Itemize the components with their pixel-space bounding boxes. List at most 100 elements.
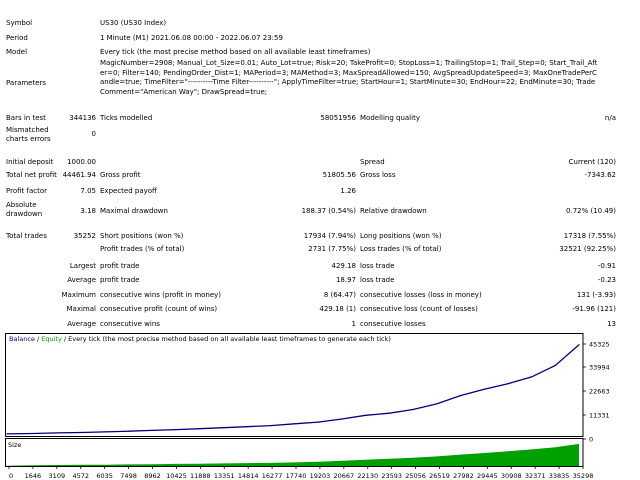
proftrades-row: Profit trades (% of total) 2731 (7.75%) …	[0, 243, 640, 255]
avgcons-wins-value: 1	[351, 320, 356, 328]
x-tick-label-10: 14814	[238, 472, 259, 480]
maxdd-label: Maximal drawdown	[100, 207, 168, 215]
legend-part-1: /	[35, 335, 41, 343]
netprofit-value: 44461.94	[62, 171, 96, 179]
reldd-value: 0.72% (10.49)	[566, 207, 616, 215]
symbol-value: US30 (US30 Index)	[100, 19, 167, 27]
parameters-value: MagicNumber=2908; Manual_Lot_Size=0.01; …	[100, 59, 598, 96]
y-axis-ticks: 45325 33994 22663 11331 0	[583, 341, 610, 444]
drawdown-row: 3.18 Maximal drawdown 188.37 (0.54%) Rel…	[0, 205, 640, 217]
netprofit-label: Total net profit	[6, 171, 57, 179]
x-tick-label-20: 29445	[477, 472, 498, 480]
pf-value: 7.05	[80, 187, 96, 195]
ticks-label: Ticks modelled	[100, 114, 153, 122]
maxlcons-wins-value: 429.18 (1)	[319, 305, 356, 313]
grossprofit-label: Gross profit	[100, 171, 141, 179]
legend-part-0: Balance	[9, 335, 35, 343]
x-tick-label-4: 6035	[96, 472, 113, 480]
model-label: Model	[6, 48, 28, 56]
absdd-label: Absolute drawdown	[6, 201, 43, 218]
balance-point-15	[365, 414, 367, 416]
x-tick-label-0: 0	[9, 472, 13, 480]
balance-point-13	[317, 421, 319, 423]
proftr-label: Profit trades (% of total)	[100, 245, 185, 253]
volume-plot-frame	[5, 438, 584, 467]
bars-value: 344136	[69, 114, 96, 122]
balance-point-22	[531, 376, 533, 378]
x-tick-label-18: 26519	[429, 472, 450, 480]
balance-point-16	[388, 412, 390, 414]
x-tick-label-24: 35298	[573, 472, 594, 480]
x-axis-ticks: 0 1646 3109 4572 6035 7498 8962 10425 11888 13351…	[8, 466, 594, 480]
x-tick-label-2: 3109	[49, 472, 66, 480]
symbol-label: Symbol	[6, 19, 33, 27]
balance-point-6	[151, 429, 153, 431]
balance-point-5	[127, 430, 130, 432]
balance-point-0	[6, 433, 8, 435]
maxcons-losses-label: consecutive losses (loss in money)	[360, 291, 482, 299]
balance-point-8	[199, 428, 201, 430]
balance-point-21	[507, 383, 509, 385]
initial-row: Initial deposit 1000.00 Spread Current (…	[0, 156, 640, 168]
average-row: Average profit trade 18.97 loss trade -0…	[0, 274, 640, 286]
largest-profit-label: profit trade	[100, 262, 140, 270]
short-label: Short positions (won %)	[100, 232, 184, 240]
balance-series-line	[6, 344, 580, 435]
maxlcons-row: Maximal consecutive profit (count of win…	[0, 303, 640, 315]
balance-point-10	[246, 426, 248, 428]
parameters-label: Parameters	[6, 79, 47, 87]
initial-label: Initial deposit	[6, 158, 54, 166]
losstr-label: Loss trades (% of total)	[360, 245, 442, 253]
legend-text: Balance / Equity / Every tick (the most …	[9, 335, 391, 343]
x-tick-label-9: 13351	[214, 472, 235, 480]
y-tick-label-4: 0	[589, 436, 593, 444]
avgcons-label: Average	[67, 320, 96, 328]
average-profit-label: profit trade	[100, 276, 140, 284]
maxcons-row: Maximum consecutive wins (profit in mone…	[0, 289, 640, 301]
short-value: 17934 (7.94%)	[303, 232, 356, 240]
model-value: Every tick (the most precise method base…	[100, 48, 371, 56]
reldd-label: Relative drawdown	[360, 207, 427, 215]
pf-row: Profit factor 7.05 Expected payoff 1.26	[0, 185, 640, 197]
x-tick-label-6: 8962	[144, 472, 161, 480]
average-profit-value: 18.97	[335, 276, 356, 284]
maxlcons-losses-label: consecutive loss (count of losses)	[360, 305, 478, 313]
legend-part-2: Equity	[41, 335, 62, 343]
volume-series-area	[7, 443, 579, 466]
x-tick-label-1: 1646	[25, 472, 42, 480]
largest-label: Largest	[69, 262, 96, 270]
ep-label: Expected payoff	[100, 187, 157, 195]
balance-point-18	[436, 403, 438, 405]
balance-point-19	[459, 395, 461, 397]
average-label: Average	[67, 276, 96, 284]
chart-legend: Balance / Equity / Every tick (the most …	[9, 335, 391, 343]
absdd-value: 3.18	[80, 207, 96, 215]
avgcons-wins-label: consecutive wins	[100, 320, 160, 328]
x-tick-label-12: 17740	[286, 472, 307, 480]
grossloss-value: -7343.62	[584, 171, 616, 179]
maxcons-label: Maximum	[61, 291, 97, 299]
initial-value: 1000.00	[67, 158, 96, 166]
ep-value: 1.26	[340, 187, 356, 195]
x-tick-label-5: 7498	[120, 472, 137, 480]
avgcons-losses-value: 13	[607, 320, 616, 328]
largest-profit-value: 429.18	[331, 262, 357, 270]
largest-row: Largest profit trade 429.18 loss trade -…	[0, 260, 640, 272]
maxcons-wins-value: 8 (64.47)	[323, 291, 356, 299]
trades-value: 35252	[73, 232, 96, 240]
maxdd-value: 188.37 (0.54%)	[301, 207, 356, 215]
x-tick-label-7: 10425	[166, 472, 187, 480]
balance-point-9	[222, 427, 224, 429]
bars-row: Bars in test 344136 Ticks modelled 58051…	[0, 112, 640, 124]
x-tick-label-16: 23593	[381, 472, 402, 480]
balance-chart: Balance / Equity / Every tick (the most …	[5, 333, 610, 480]
spread-value: Current (120)	[568, 158, 616, 166]
y-tick-label-2: 22663	[589, 388, 610, 396]
x-tick-label-23: 33835	[549, 472, 570, 480]
average-loss-value: -0.23	[597, 276, 616, 284]
quality-label: Modelling quality	[360, 114, 420, 122]
maxlcons-losses-value: -91.96 (121)	[572, 305, 616, 313]
long-value: 17318 (7.55%)	[563, 232, 616, 240]
maxlcons-label: Maximal	[66, 305, 96, 313]
avgcons-row: Average consecutive wins 1 consecutive l…	[0, 318, 640, 330]
